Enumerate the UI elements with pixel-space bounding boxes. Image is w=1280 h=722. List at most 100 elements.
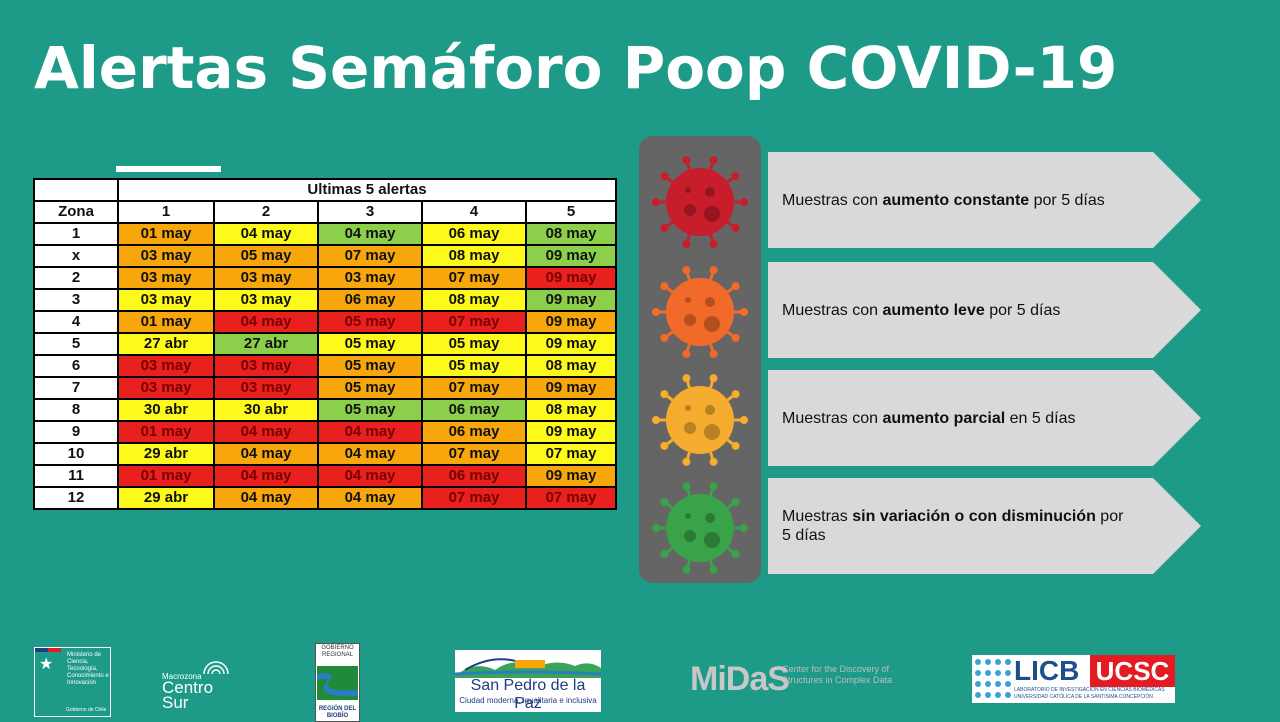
alert-date-cell: 04 may: [317, 222, 423, 246]
alert-date-cell: 07 may: [421, 266, 527, 290]
legend-text: Muestras sin variación o con disminución…: [782, 478, 1131, 574]
alert-date-cell: 05 may: [317, 332, 423, 356]
alert-date-cell: 06 may: [421, 464, 527, 488]
legend-text-bold: aumento parcial: [882, 409, 1006, 427]
zone-cell: 8: [33, 398, 119, 422]
san-pedro-text: San Pedro de la Paz: [470, 677, 586, 712]
alert-date-cell: 03 may: [317, 266, 423, 290]
legend-text-post: en 5 días: [1005, 409, 1076, 427]
alert-date-cell: 04 may: [317, 442, 423, 466]
alert-date-cell: 09 may: [525, 310, 617, 334]
gobierno-regional-text: GOBIERNO REGIONAL: [321, 645, 354, 658]
san-pedro-sub: Ciudad moderna, igualitaria e inclusiva: [459, 696, 597, 705]
licb-text: LICB: [1014, 655, 1080, 686]
alert-date-cell: 09 may: [525, 376, 617, 400]
alert-date-cell: 03 may: [117, 266, 215, 290]
alert-date-cell: 07 may: [421, 310, 527, 334]
alert-date-cell: 03 may: [213, 354, 319, 378]
alert-date-cell: 04 may: [317, 464, 423, 488]
alert-date-cell: 04 may: [213, 420, 319, 444]
midas-text: MiDaS: [690, 660, 790, 698]
alert-date-cell: 04 may: [317, 486, 423, 510]
legend-text: Muestras con aumento parcial en 5 días: [782, 370, 1131, 466]
table-row: 9 01 may 04 may 04 may 06 may 09 may: [33, 420, 617, 444]
ministerio-text: Ministerio de Ciencia, Tecnología, Conoc…: [67, 652, 109, 686]
legend-panel: Muestras con aumento parcial en 5 días: [768, 370, 1201, 466]
alert-date-cell: 07 may: [421, 486, 527, 510]
legend-panel: Muestras con aumento constante por 5 día…: [768, 152, 1201, 248]
midas-sub: Center for the Discovery of Structures i…: [782, 664, 893, 685]
table-row: 6 03 may 03 may 05 may 05 may 08 may: [33, 354, 617, 378]
river-map-icon: [317, 666, 358, 700]
zone-header: Zona: [33, 200, 119, 224]
alert-date-cell: 05 may: [317, 376, 423, 400]
alert-date-cell: 03 may: [213, 266, 319, 290]
alert-date-cell: 04 may: [213, 442, 319, 466]
alert-date-cell: 07 may: [421, 376, 527, 400]
alert-date-cell: 04 may: [213, 464, 319, 488]
table-row: 7 03 may 03 may 05 may 07 may 09 may: [33, 376, 617, 400]
zone-cell: 1: [33, 222, 119, 246]
legend-text-bold: aumento leve: [882, 301, 985, 319]
table-row: 4 01 may 04 may 05 may 07 may 09 may: [33, 310, 617, 334]
legend-text-post: por 5 días: [984, 301, 1061, 319]
alert-date-cell: 09 may: [525, 464, 617, 488]
alert-date-cell: 01 may: [117, 464, 215, 488]
alert-date-cell: 03 may: [117, 288, 215, 312]
alert-date-cell: 06 may: [421, 420, 527, 444]
alert-date-cell: 27 abr: [117, 332, 215, 356]
legend-text-bold: aumento constante: [882, 191, 1030, 209]
zone-cell: 6: [33, 354, 119, 378]
alert-date-cell: 06 may: [317, 288, 423, 312]
col-header: 4: [421, 200, 527, 224]
alert-date-cell: 08 may: [525, 222, 617, 246]
alert-date-cell: 07 may: [525, 442, 617, 466]
table-row: x 03 may 05 may 07 may 08 may 09 may: [33, 244, 617, 268]
table-row: 11 01 may 04 may 04 may 06 may 09 may: [33, 464, 617, 488]
legend-text-pre: Muestras: [782, 508, 853, 525]
zone-cell: 2: [33, 266, 119, 290]
table-group-header-row: Ultimas 5 alertas: [33, 178, 617, 202]
col-header: 2: [213, 200, 319, 224]
midas-logo: MiDaS Center for the Discovery of Struct…: [690, 656, 910, 704]
virus-red-icon: [650, 152, 750, 257]
alert-date-cell: 09 may: [525, 420, 617, 444]
table-row: 3 03 may 03 may 06 may 08 may 09 may: [33, 288, 617, 312]
zone-cell: 7: [33, 376, 119, 400]
legend-text-pre: Muestras con: [782, 191, 883, 209]
alert-date-cell: 04 may: [213, 486, 319, 510]
legend-text-pre: Muestras con: [782, 301, 883, 319]
alert-date-cell: 03 may: [117, 354, 215, 378]
san-pedro-logo: San Pedro de la Paz Ciudad moderna, igua…: [455, 650, 601, 712]
alert-date-cell: 03 may: [117, 376, 215, 400]
star-icon: ★: [39, 656, 54, 673]
alert-date-cell: 05 may: [317, 398, 423, 422]
licb-ucsc-logo: LICB UCSC LABORATORIO DE INVESTIGACIÓN E…: [972, 655, 1175, 703]
virus-yellow-icon: [650, 370, 750, 475]
zone-cell: x: [33, 244, 119, 268]
virus-orange-icon: [650, 262, 750, 367]
alert-date-cell: 09 may: [525, 244, 617, 268]
legend-text: Muestras con aumento leve por 5 días: [782, 262, 1131, 358]
alert-date-cell: 09 may: [525, 288, 617, 312]
dots-grid-icon: [975, 659, 1011, 698]
alert-date-cell: 01 may: [117, 310, 215, 334]
licb-sub: LABORATORIO DE INVESTIGACIÓN EN CIENCIAS…: [1014, 687, 1165, 700]
zone-cell: 11: [33, 464, 119, 488]
table-row: 5 27 abr 27 abr 05 may 05 may 09 may: [33, 332, 617, 356]
alert-date-cell: 05 may: [317, 310, 423, 334]
alert-date-cell: 08 may: [421, 288, 527, 312]
zone-cell: 5: [33, 332, 119, 356]
landscape-icon: [455, 658, 601, 678]
alert-date-cell: 01 may: [117, 420, 215, 444]
col-header: 3: [317, 200, 423, 224]
page-title: Alertas Semáforo Poop COVID-19: [34, 34, 1118, 102]
centro-sur-text: Centro Sur: [162, 678, 214, 712]
alert-date-cell: 06 may: [421, 222, 527, 246]
alert-date-cell: 07 may: [525, 486, 617, 510]
legend-text-pre: Muestras con: [782, 409, 883, 427]
alert-date-cell: 06 may: [421, 398, 527, 422]
legend-text: Muestras con aumento constante por 5 día…: [782, 152, 1131, 248]
arrow-shape: [768, 370, 1201, 466]
signal-arcs-icon: [203, 661, 229, 675]
